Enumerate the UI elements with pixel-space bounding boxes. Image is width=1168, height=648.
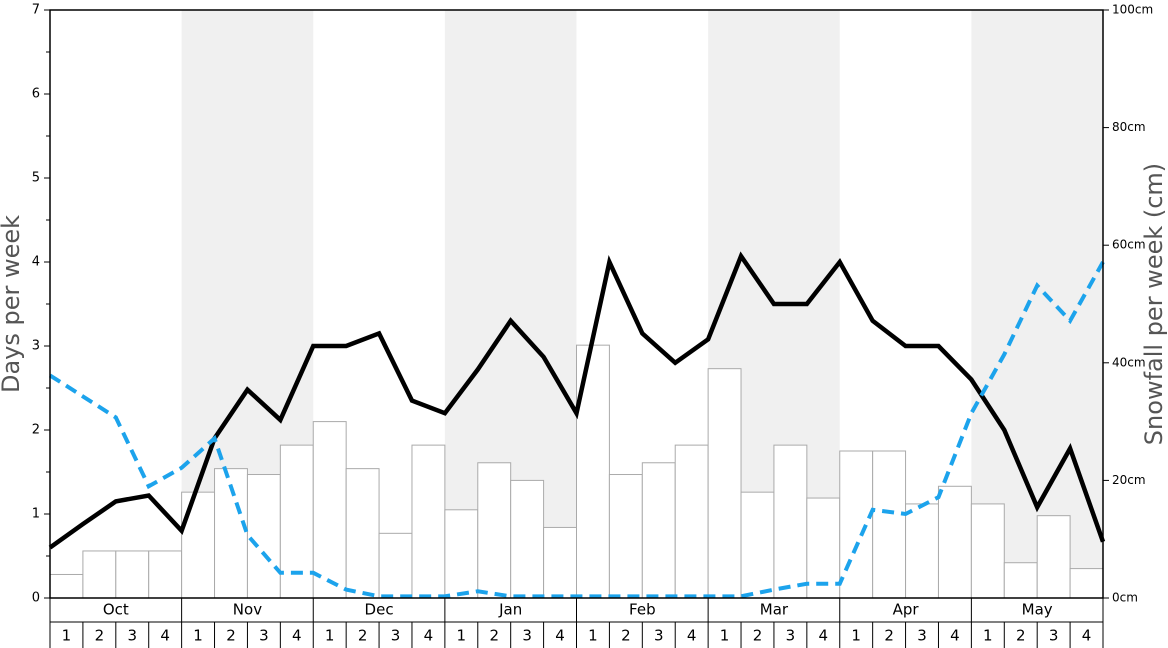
week-label: 1: [588, 627, 598, 645]
bar: [608, 474, 643, 599]
bar: [707, 368, 742, 599]
y-tick-label: 0: [32, 591, 40, 606]
month-label: Apr: [893, 601, 920, 619]
bar: [148, 550, 183, 599]
week-label: 2: [226, 627, 236, 645]
week-label: 1: [325, 627, 335, 645]
week-label: 2: [95, 627, 105, 645]
y2-tick-label: 80cm: [1112, 120, 1146, 134]
month-label: May: [1022, 601, 1053, 619]
week-label: 2: [489, 627, 499, 645]
y2-tick-label: 100cm: [1112, 3, 1153, 17]
month-label: Oct: [103, 601, 129, 619]
y-tick-label: 7: [32, 3, 40, 18]
y-tick-label: 1: [32, 507, 40, 522]
bar: [839, 450, 874, 599]
y-tick-label: 5: [32, 171, 40, 186]
bar: [1069, 568, 1104, 599]
bar: [181, 491, 216, 599]
y2-axis-title: Snowfall per week (cm): [1140, 163, 1168, 445]
bar: [345, 468, 380, 599]
bar: [115, 550, 150, 599]
week-label: 1: [193, 627, 203, 645]
week-label: 2: [753, 627, 763, 645]
week-label: 2: [358, 627, 368, 645]
week-label: 2: [884, 627, 894, 645]
week-label: 2: [1016, 627, 1026, 645]
week-label: 4: [819, 627, 829, 645]
bar: [444, 509, 479, 599]
week-label: 3: [391, 627, 401, 645]
month-label: Dec: [365, 601, 394, 619]
week-label: 4: [950, 627, 960, 645]
y2-tick-label: 0cm: [1112, 591, 1138, 605]
week-label: 1: [457, 627, 467, 645]
week-label: 4: [424, 627, 434, 645]
week-label: 1: [851, 627, 861, 645]
bar: [641, 462, 676, 599]
bar: [674, 444, 709, 599]
week-label: 3: [786, 627, 796, 645]
bar: [82, 550, 117, 599]
bar: [1036, 515, 1071, 599]
month-label: Feb: [629, 601, 656, 619]
y2-tick-label: 20cm: [1112, 473, 1146, 487]
line: [48, 261, 1105, 599]
y-tick-label: 2: [32, 423, 40, 438]
bar: [49, 573, 84, 599]
week-label: 3: [654, 627, 664, 645]
month-label: Nov: [233, 601, 262, 619]
week-label: 4: [687, 627, 697, 645]
y2-tick-label: 60cm: [1112, 238, 1146, 252]
week-label: 3: [522, 627, 532, 645]
y-tick-label: 6: [32, 87, 40, 102]
week-label: 3: [127, 627, 137, 645]
y2-tick-label: 40cm: [1112, 355, 1146, 369]
bar: [773, 444, 808, 599]
bar: [740, 491, 775, 599]
bar: [411, 444, 446, 599]
week-label: 1: [62, 627, 72, 645]
week-label: 1: [983, 627, 993, 645]
bar: [312, 421, 347, 599]
bar: [510, 479, 545, 599]
bar: [477, 462, 512, 599]
bar: [970, 503, 1005, 599]
bar: [905, 503, 939, 599]
month-label: Jan: [498, 601, 522, 619]
bar: [872, 450, 907, 599]
week-label: 1: [720, 627, 730, 645]
bar: [246, 474, 281, 599]
month-label: Mar: [760, 601, 789, 619]
week-label: 4: [160, 627, 170, 645]
line: [48, 251, 1106, 550]
y-axis-title: Days per week: [0, 215, 25, 393]
y-tick-label: 4: [32, 255, 40, 270]
bar: [543, 526, 577, 599]
plot-background: [181, 10, 1103, 598]
week-label: 2: [621, 627, 631, 645]
y-tick-label: 3: [32, 339, 40, 354]
week-label: 4: [1082, 627, 1092, 645]
week-label: 3: [917, 627, 927, 645]
bar: [1003, 562, 1038, 599]
week-label: 4: [555, 627, 565, 645]
week-label: 4: [292, 627, 302, 645]
week-label: 3: [259, 627, 269, 645]
week-label: 3: [1049, 627, 1059, 645]
bar: [937, 485, 972, 599]
bar: [378, 532, 413, 599]
bar: [279, 444, 314, 599]
